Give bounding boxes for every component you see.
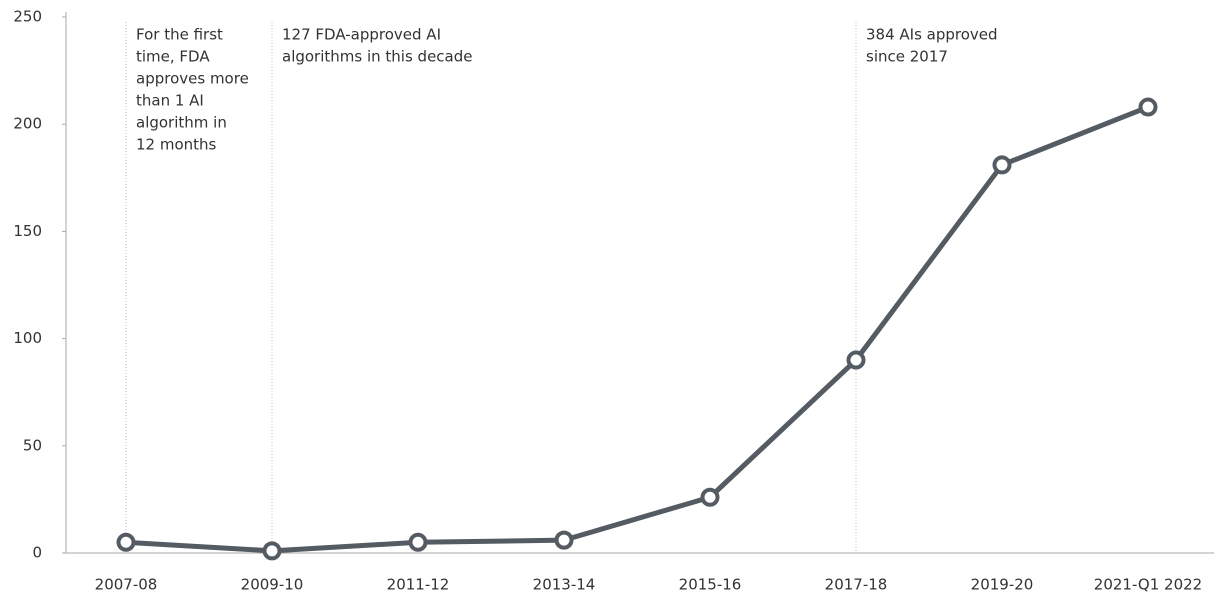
annotation-text: 127 FDA-approved AI	[282, 26, 441, 44]
y-tick-label: 50	[23, 436, 42, 454]
y-tick-label: 100	[13, 329, 42, 347]
point	[1138, 97, 1158, 117]
y-tick-label: 200	[13, 115, 42, 133]
annotation-text: approves more	[136, 70, 249, 88]
point	[846, 350, 866, 370]
x-tick-label: 2017-18	[825, 576, 888, 594]
x-tick-label: 2009-10	[241, 576, 304, 594]
annotation-text: algorithms in this decade	[282, 48, 473, 66]
annotation-text: 12 months	[136, 136, 217, 154]
y-tick-label: 0	[32, 544, 42, 562]
y-tick-label: 250	[13, 8, 42, 26]
x-tick-label: 2007-08	[95, 576, 158, 594]
annotation-text: algorithm in	[136, 114, 227, 132]
series-line	[125, 104, 1149, 554]
x-tick-label: 2013-14	[533, 576, 596, 594]
point	[992, 155, 1012, 175]
annotation-text: 384 AIs approved	[866, 26, 998, 44]
x-tick-label: 2019-20	[971, 576, 1034, 594]
point	[262, 541, 282, 561]
x-tick-label: 2015-16	[679, 576, 742, 594]
annotation-text: than 1 AI	[136, 92, 204, 110]
x-tick-label: 2021-Q1 2022	[1094, 576, 1202, 594]
annotation-text: time, FDA	[136, 48, 210, 66]
point	[408, 532, 428, 552]
point	[116, 532, 136, 552]
point	[554, 530, 574, 550]
annotation-text: For the first	[136, 26, 223, 44]
annotation-text: since 2017	[866, 48, 948, 66]
point	[700, 487, 720, 507]
y-tick-label: 150	[13, 222, 42, 240]
x-tick-label: 2011-12	[387, 576, 450, 594]
